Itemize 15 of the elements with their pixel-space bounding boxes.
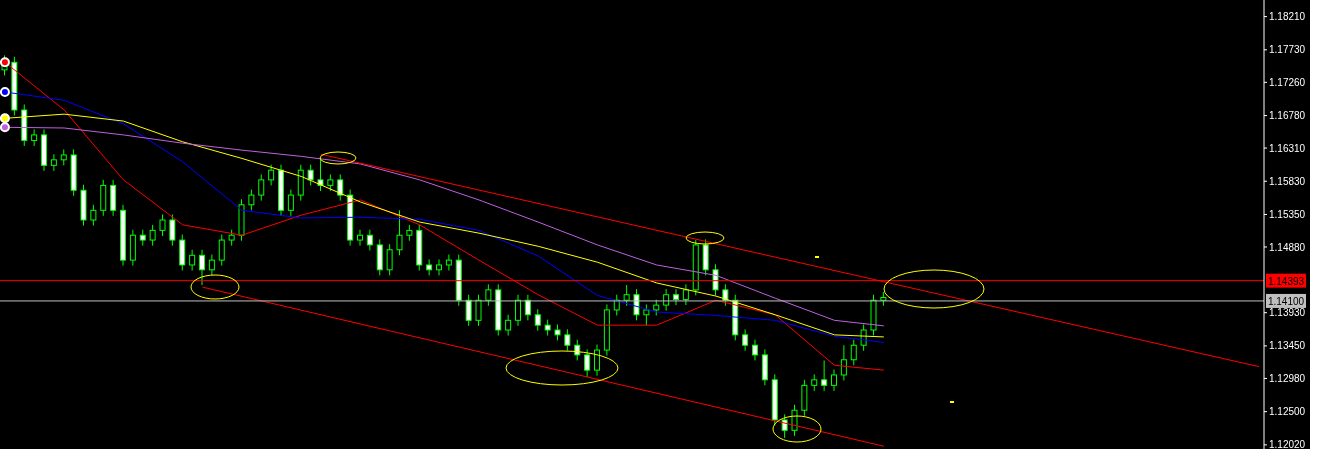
ref-line-label: 1.14393 [1267,275,1305,287]
y-tick-label: 1.13450 [1269,340,1306,352]
y-tick-label: 1.17260 [1269,76,1306,88]
y-tick-label: 1.12500 [1269,406,1306,418]
y-tick-label: 1.15830 [1269,175,1306,187]
y-tick-label: 1.15350 [1269,209,1306,221]
y-tick-label: 1.16310 [1269,142,1306,154]
y-tick-label: 1.17730 [1269,44,1306,56]
y-tick-label: 1.16780 [1269,110,1306,122]
y-tick-label: 1.12980 [1269,372,1306,384]
y-tick-label: 1.13930 [1269,307,1306,319]
y-tick-label: 1.12020 [1269,439,1306,449]
ref-line-label: 1.14100 [1267,295,1305,307]
y-tick-label: 1.14880 [1269,241,1306,253]
y-tick-label: 1.18210 [1269,11,1306,23]
